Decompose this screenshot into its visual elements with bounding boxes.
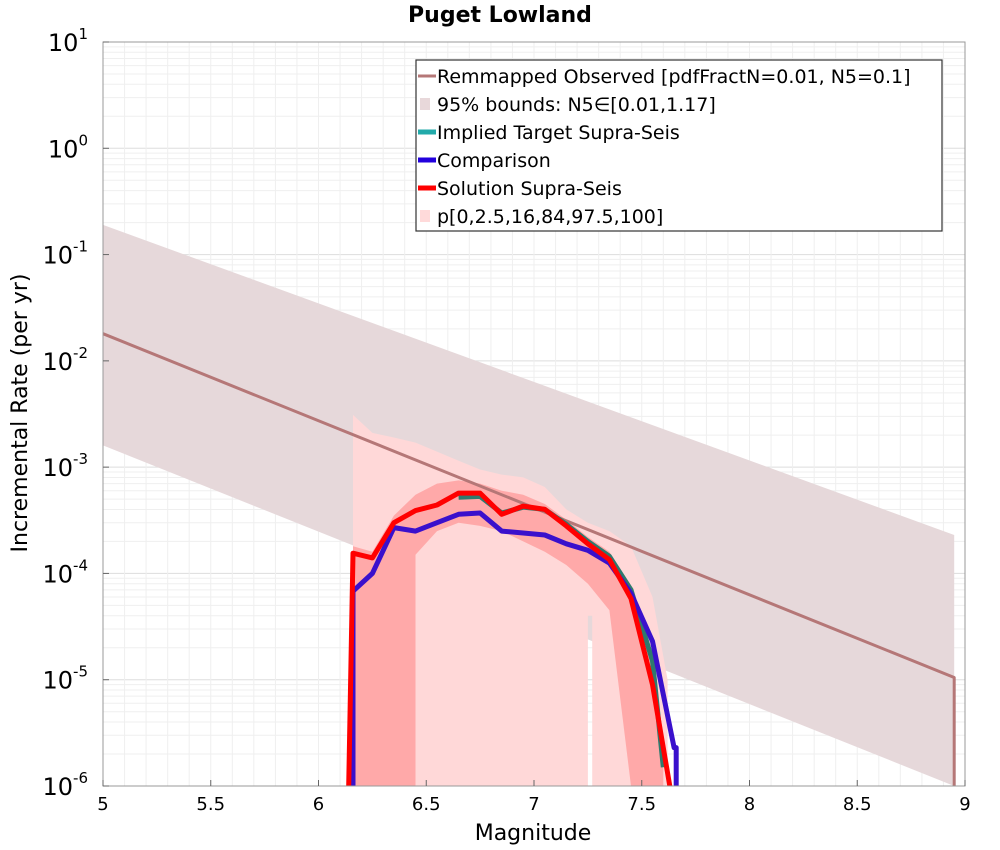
y-tick-label: 101 (48, 25, 88, 57)
legend-label-4: Solution Supra-Seis (437, 178, 622, 200)
legend-swatch-5 (420, 210, 430, 222)
y-axis-ticks: 10-6 10-5 10-4 10-3 10-2 10-1 100 101 (42, 25, 109, 801)
legend-label-1: 95% bounds: N5∈[0.01,1.17] (437, 94, 716, 116)
x-tick-label: 6.5 (412, 794, 441, 815)
y-tick-label: 10-3 (42, 450, 88, 482)
legend-label-5: p[0,2.5,16,84,97.5,100] (437, 206, 663, 228)
legend: Remmapped Observed [pdfFractN=0.01, N5=0… (415, 59, 943, 232)
x-tick-label: 9 (959, 794, 970, 815)
legend-label-0: Remmapped Observed [pdfFractN=0.01, N5=0… (437, 66, 911, 88)
legend-label-2: Implied Target Supra-Seis (437, 122, 680, 144)
band-2 (353, 480, 664, 786)
y-tick-label: 10-4 (42, 556, 88, 588)
y-tick-label: 10-6 (42, 769, 88, 801)
x-tick-label: 8 (744, 794, 755, 815)
y-tick-label: 10-2 (42, 344, 88, 376)
series-line-0 (102, 332, 956, 786)
y-tick-label: 100 (48, 131, 88, 163)
y-tick-label: 10-1 (42, 238, 88, 270)
series-line-3 (346, 490, 673, 787)
y-axis-label: Incremental Rate (per yr) (8, 274, 33, 553)
x-tick-label: 6 (313, 794, 324, 815)
y-tick-label: 10-5 (42, 663, 88, 695)
x-tick-label: 5.5 (196, 794, 225, 815)
chart-title: Puget Lowland (408, 3, 592, 28)
legend-box (415, 59, 943, 232)
x-tick-label: 8.5 (843, 794, 872, 815)
series-lines (102, 332, 956, 787)
x-axis-label: Magnitude (475, 821, 592, 846)
legend-label-3: Comparison (437, 150, 551, 172)
x-tick-label: 7.5 (627, 794, 656, 815)
x-tick-label: 5 (97, 794, 108, 815)
series-line-2 (350, 510, 679, 786)
legend-swatch-1 (420, 98, 430, 110)
x-axis-ticks: 5 5.5 6 6.5 7 7.5 8 8.5 9 (97, 780, 971, 815)
x-tick-label: 7 (528, 794, 539, 815)
